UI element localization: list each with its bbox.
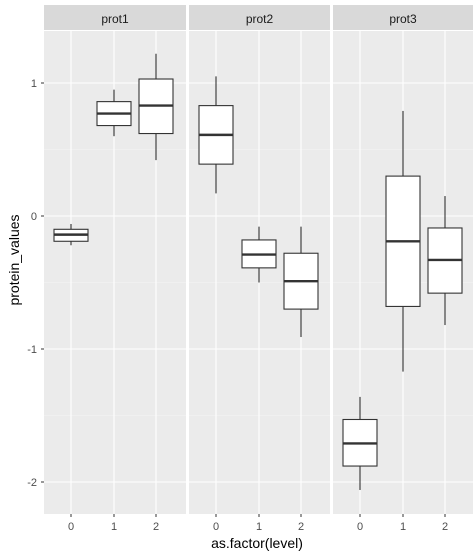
facet-strip-label: prot1 — [101, 12, 129, 26]
box-prot2-level-2 — [283, 226, 319, 338]
x-tick-label: 1 — [111, 521, 117, 533]
facet-strip — [333, 5, 473, 30]
box-prot1-level-0 — [53, 223, 89, 246]
box-prot1-level-1 — [96, 89, 132, 137]
box-prot2-level-0 — [198, 76, 234, 194]
facet-strip-label: prot2 — [246, 12, 274, 26]
x-tick-label: 0 — [357, 521, 363, 533]
facet-strip — [189, 5, 330, 30]
x-tick-label: 2 — [298, 521, 304, 533]
box-prot3-level-1 — [385, 110, 421, 372]
x-tick-label: 0 — [213, 521, 219, 533]
box-prot2-level-1 — [241, 226, 277, 283]
box-prot3-level-0 — [342, 396, 378, 490]
y-tick-label: 0 — [31, 211, 37, 223]
x-tick-label: 1 — [256, 521, 262, 533]
y-tick-label: 1 — [31, 78, 37, 90]
facet-panel-prot3: prot3 0 1 2 — [333, 5, 473, 533]
x-axis-title: as.factor(level) — [211, 535, 303, 551]
y-axis-title: protein_values — [6, 214, 22, 305]
y-tick-label: -2 — [27, 477, 37, 489]
facet-strip-label: prot3 — [389, 12, 417, 26]
x-tick-label: 0 — [68, 521, 74, 533]
facet-strip — [44, 5, 186, 30]
y-tick-label: -1 — [27, 344, 37, 356]
box-prot1-level-2 — [138, 53, 174, 161]
facet-panel-prot1: prot1 0 1 2 — [44, 5, 186, 533]
facet-panel-prot2: prot2 0 1 2 — [189, 5, 330, 533]
x-tick-label: 2 — [442, 521, 448, 533]
x-tick-label: 2 — [153, 521, 159, 533]
box-prot3-level-2 — [427, 196, 463, 326]
x-tick-label: 1 — [400, 521, 406, 533]
